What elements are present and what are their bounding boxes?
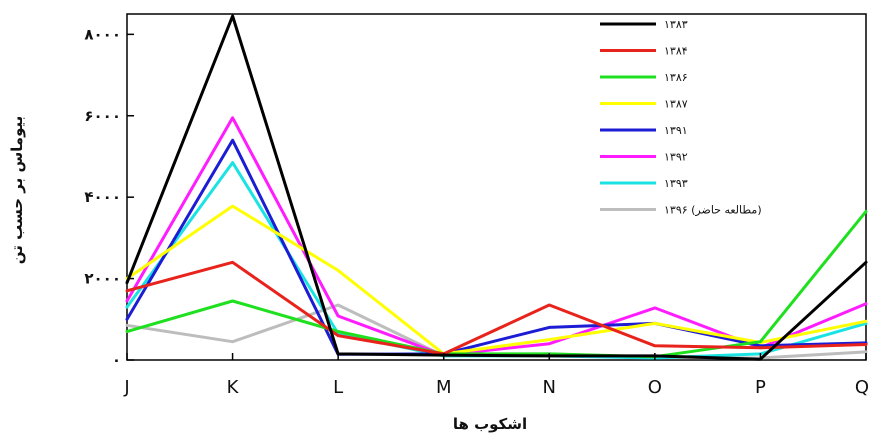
legend-label: ۱۳۸۷ [664, 98, 688, 111]
x-tick-label-m: M [436, 377, 452, 398]
legend-label: ۱۳۸۶ [664, 71, 688, 84]
legend-label: ۱۳۹۶ (مطالعه حاضر) [664, 204, 762, 217]
x-tick-label-k: K [227, 377, 240, 398]
x-tick-label-l: L [333, 377, 343, 398]
y-tick-label: ۸۰۰۰ [84, 25, 121, 43]
x-tick-label-q: Q [855, 377, 869, 398]
legend-label: ۱۳۹۲ [664, 151, 688, 164]
plot-frame [126, 13, 867, 361]
series-line [125, 138, 868, 356]
x-tick-label-n: N [543, 377, 556, 398]
y-tick-label: ۶۰۰۰ [84, 107, 121, 125]
y-tick-label: ۲۰۰۰ [84, 270, 121, 288]
y-tick-label: ۴۰۰۰ [84, 188, 121, 206]
legend-label: ۱۳۸۳ [664, 18, 688, 31]
x-tick-label-j: J [123, 377, 129, 398]
series-line [125, 209, 868, 359]
series-line [125, 260, 868, 356]
tick-labels: ۰ ۲۰۰۰ ۴۰۰۰ ۶۰۰۰ ۸۰۰۰ J K L M N O P Q [84, 25, 869, 398]
series-layer [125, 14, 868, 361]
x-tick-label-o: O [648, 377, 662, 398]
legend-label: ۱۳۹۳ [664, 177, 688, 190]
y-tick-label: ۰ [112, 351, 121, 369]
series-line [125, 204, 868, 356]
series-line [125, 14, 868, 361]
legend-label: ۱۳۹۱ [664, 124, 688, 137]
x-axis-title: اشکوب ها [453, 415, 527, 433]
axes [126, 13, 867, 361]
x-tick-label-p: P [755, 377, 766, 398]
legend-label: ۱۳۸۴ [664, 45, 688, 58]
legend: ۱۳۸۳ ۱۳۸۴ ۱۳۸۶ ۱۳۸۷ ۱۳۹۱ ۱۳۹۲ ۱۳۹۳ ۱۳۹۶ (مطالعه… [600, 18, 762, 217]
y-axis-title: بیوماس بر حسب تن [8, 116, 26, 265]
